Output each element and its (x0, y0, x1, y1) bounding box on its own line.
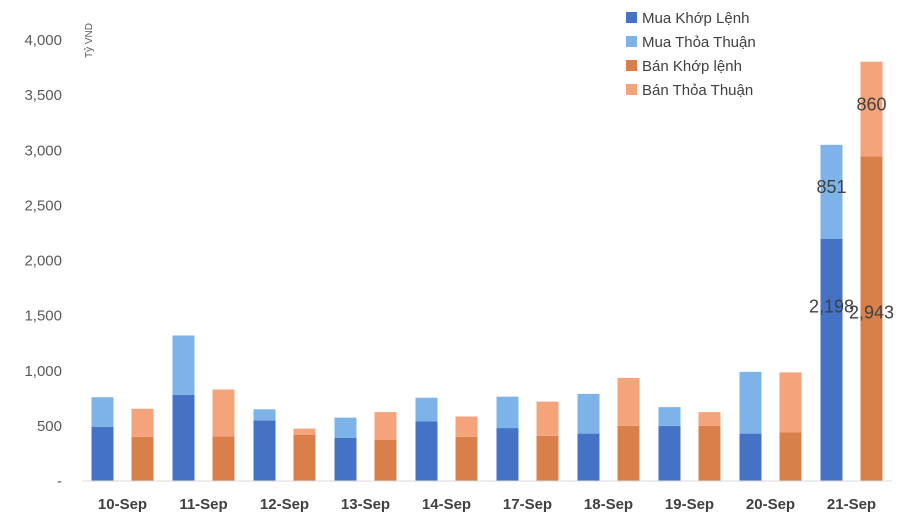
x-tick-label: 21-Sep (827, 496, 876, 513)
bar-mua-khop-lenh-18-sep (577, 433, 600, 481)
x-tick-label: 14-Sep (422, 496, 471, 513)
y-tick-label: 1,500 (24, 308, 62, 325)
bar-mua-khop-lenh-19-sep (658, 425, 681, 481)
bar-mua-khop-lenh-13-sep (334, 438, 357, 481)
bar-ban-khop-lenh-12-sep (293, 434, 316, 481)
bar-ban-khop-lenh-18-sep (617, 425, 640, 481)
bar-ban-thoa-thuan-10-sep (131, 408, 154, 437)
bar-ban-thoa-thuan-20-sep (779, 372, 802, 433)
bar-mua-thoa-thuan-14-sep (415, 397, 438, 422)
bar-ban-khop-lenh-11-sep (212, 436, 235, 481)
legend-swatch-ban-thoa-thuan (626, 84, 637, 95)
y-axis: - 500 1,000 1,500 2,000 2,500 3,000 3,500 4,000 (24, 32, 62, 490)
data-labels: 2,198 851 2,943 860 (809, 94, 894, 322)
x-axis: 10-Sep 11-Sep 12-Sep 13-Sep 14-Sep 17-Sep 18-S… (98, 496, 876, 513)
bar-mua-khop-lenh-12-sep (253, 420, 276, 481)
bar-mua-thoa-thuan-20-sep (739, 371, 762, 434)
bar-mua-khop-lenh-14-sep (415, 421, 438, 481)
bar-mua-khop-lenh-21-sep (820, 238, 843, 481)
y-tick-label: 2,000 (24, 253, 62, 270)
x-tick-label: 10-Sep (98, 496, 147, 513)
bar-mua-thoa-thuan-19-sep (658, 407, 681, 426)
data-label-ban-khop-lenh: 2,943 (849, 302, 894, 322)
bar-ban-thoa-thuan-13-sep (374, 412, 397, 440)
bar-mua-thoa-thuan-10-sep (91, 397, 114, 427)
bar-mua-thoa-thuan-13-sep (334, 417, 357, 439)
bar-ban-thoa-thuan-11-sep (212, 389, 235, 437)
x-tick-label: 12-Sep (260, 496, 309, 513)
bar-mua-khop-lenh-17-sep (496, 428, 519, 481)
x-tick-label: 18-Sep (584, 496, 633, 513)
bar-ban-khop-lenh-13-sep (374, 439, 397, 481)
bar-ban-thoa-thuan-14-sep (455, 416, 478, 437)
bar-ban-thoa-thuan-21-sep (860, 61, 883, 157)
bar-ban-khop-lenh-21-sep (860, 156, 883, 482)
x-tick-label: 20-Sep (746, 496, 795, 513)
bar-mua-khop-lenh-10-sep (91, 426, 114, 481)
bar-mua-khop-lenh-11-sep (172, 395, 195, 481)
data-label-ban-thoa-thuan: 860 (856, 94, 886, 114)
bar-ban-thoa-thuan-19-sep (698, 412, 721, 426)
bar-ban-khop-lenh-14-sep (455, 436, 478, 481)
legend-swatch-mua-thoa-thuan (626, 36, 637, 47)
bar-mua-thoa-thuan-12-sep (253, 409, 276, 421)
bar-ban-thoa-thuan-18-sep (617, 377, 640, 426)
x-tick-label: 19-Sep (665, 496, 714, 513)
bar-mua-thoa-thuan-11-sep (172, 335, 195, 396)
bar-ban-khop-lenh-10-sep (131, 436, 154, 481)
y-tick-label: 500 (37, 418, 62, 435)
legend-label-mua-thoa-thuan: Mua Thỏa Thuận (642, 34, 756, 51)
bar-mua-thoa-thuan-17-sep (496, 396, 519, 429)
bar-ban-khop-lenh-20-sep (779, 432, 802, 481)
bar-ban-khop-lenh-17-sep (536, 435, 559, 481)
data-label-mua-khop-lenh: 2,198 (809, 297, 854, 317)
y-tick-label: 4,000 (24, 32, 62, 49)
y-tick-label: 3,000 (24, 142, 62, 159)
legend-swatch-ban-khop-lenh (626, 60, 637, 71)
y-tick-label: 1,000 (24, 363, 62, 380)
unit-label: Tỷ VND (83, 23, 95, 58)
bar-area (91, 61, 883, 482)
legend-label-ban-thoa-thuan: Bán Thỏa Thuận (642, 82, 753, 99)
data-label-mua-thoa-thuan: 851 (816, 177, 846, 197)
bar-ban-khop-lenh-19-sep (698, 425, 721, 481)
y-tick-label: 2,500 (24, 197, 62, 214)
legend: Mua Khớp Lệnh Mua Thỏa Thuận Bán Khớp lệnh… (626, 10, 756, 99)
bar-ban-thoa-thuan-12-sep (293, 428, 316, 435)
legend-label-ban-khop-lenh: Bán Khớp lệnh (642, 58, 742, 75)
bar-mua-thoa-thuan-21-sep (820, 144, 843, 239)
bar-ban-thoa-thuan-17-sep (536, 401, 559, 436)
x-tick-label: 11-Sep (179, 496, 227, 513)
x-tick-label: 17-Sep (503, 496, 552, 513)
y-tick-label: 3,500 (24, 87, 62, 104)
legend-label-mua-khop-lenh: Mua Khớp Lệnh (642, 10, 749, 27)
bar-mua-khop-lenh-20-sep (739, 433, 762, 481)
bar-mua-thoa-thuan-18-sep (577, 393, 600, 434)
x-tick-label: 13-Sep (341, 496, 390, 513)
y-tick-label: - (57, 473, 62, 490)
legend-swatch-mua-khop-lenh (626, 12, 637, 23)
